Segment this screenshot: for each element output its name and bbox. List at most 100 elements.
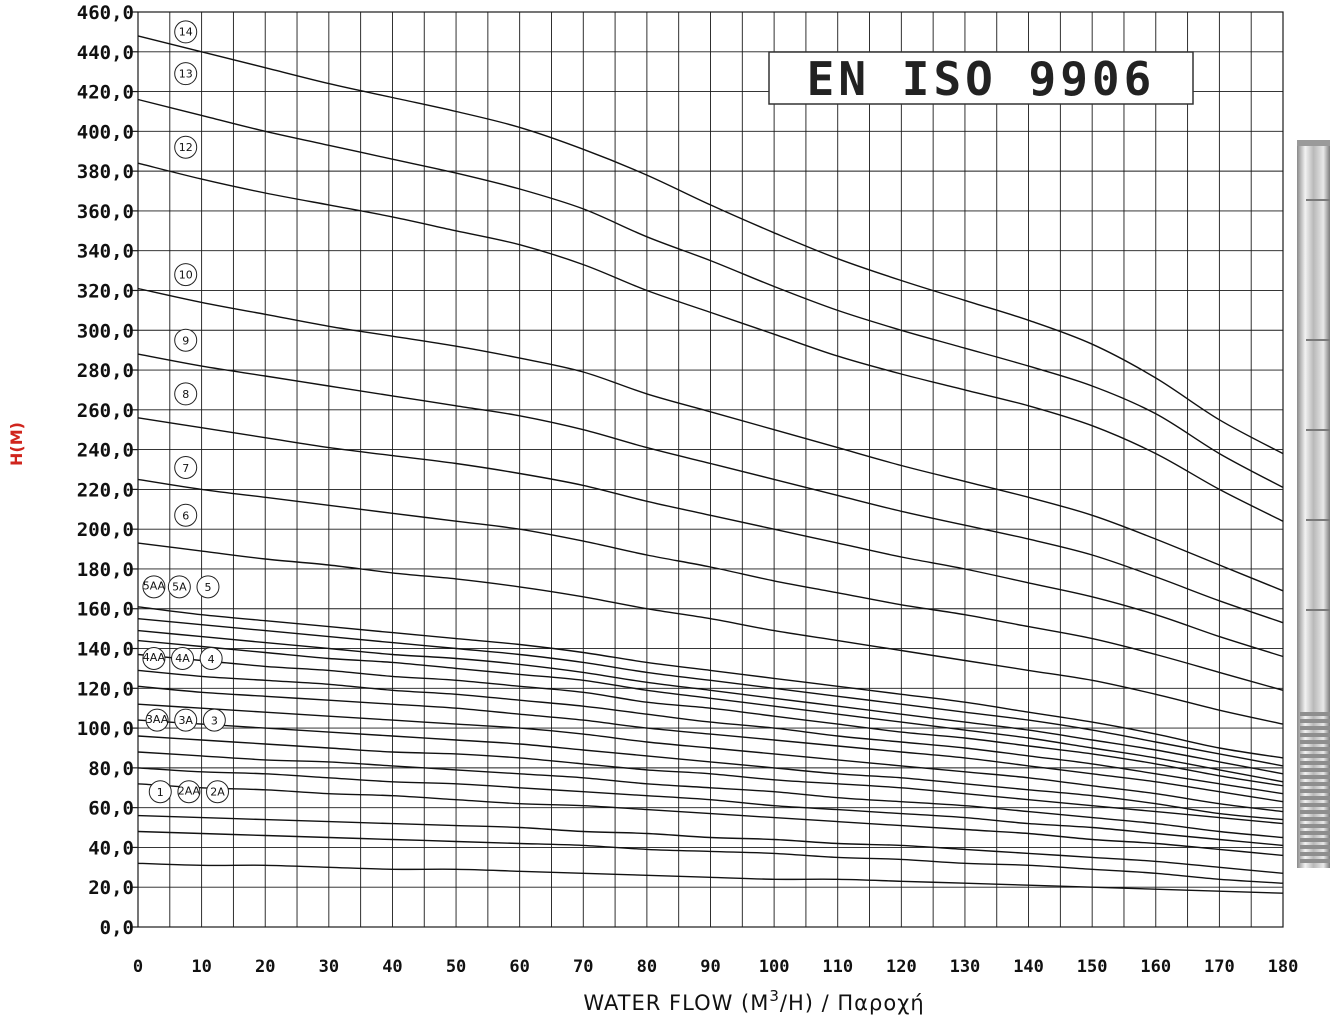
x-tick-label: 20	[255, 957, 275, 977]
pump-grille-slot	[1300, 768, 1330, 772]
y-tick-label: 20,0	[88, 877, 134, 899]
pump-grille-slot	[1300, 845, 1330, 849]
curve-label-circle	[171, 646, 195, 670]
curve-series-2a	[137, 735, 1284, 825]
curve-labels: 14 13 12 10 9 8 7 6 5AA 5A 5 4AA 4A 4 3AA 3A 3 1 2AA 2A	[142, 20, 230, 804]
curve-series-3a	[137, 703, 1284, 813]
y-tick-label: 260,0	[77, 400, 134, 422]
y-tick-label: 240,0	[77, 440, 134, 462]
pump-grille-slot	[1300, 754, 1330, 758]
y-tick-label: 420,0	[77, 82, 134, 104]
curve-series-9	[137, 353, 1284, 624]
curve-label-text: 5	[204, 581, 211, 594]
curve-label-5a: 5A	[167, 575, 191, 599]
pump-grille-slot	[1300, 782, 1330, 786]
curve-label-circle	[177, 780, 201, 804]
curve-label-circle	[174, 328, 198, 352]
y-tick-label: 140,0	[77, 639, 134, 661]
curve-label-circle	[167, 575, 191, 599]
x-tick-label: 180	[1268, 957, 1299, 977]
curve-series-10	[137, 287, 1284, 592]
curve-series-4aa	[137, 669, 1284, 795]
curve-label-circle	[174, 456, 198, 480]
curve-label-4a: 4A	[171, 646, 195, 670]
y-tick-label: 360,0	[77, 201, 134, 223]
y-tick-label: 320,0	[77, 280, 134, 302]
y-tick-label: 380,0	[77, 161, 134, 183]
x-tick-label: 10	[191, 957, 211, 977]
y-tick-label: 300,0	[77, 320, 134, 342]
curve-label-4: 4	[199, 646, 223, 670]
curve-label-text: 1	[157, 786, 164, 799]
pump-grille-slot	[1300, 761, 1330, 765]
pump-grille-slot	[1300, 859, 1330, 863]
curve-label-text: 8	[182, 388, 189, 401]
curve-label-text: 3	[211, 714, 218, 727]
curve-series-5a	[137, 618, 1284, 767]
curve-label-circle	[202, 708, 226, 732]
y-axis-label: H(M)	[7, 422, 26, 466]
curve-label-circle	[199, 646, 223, 670]
pump-grille-slot	[1300, 775, 1330, 779]
curve-series-4a	[137, 653, 1284, 787]
x-tick-label: 120	[886, 957, 917, 977]
curve-label-text: 4	[208, 653, 215, 666]
curve-label-12: 12	[174, 135, 198, 159]
pump-grille-slot	[1300, 719, 1330, 723]
curve-label-3aa: 3AA	[145, 708, 169, 732]
curve-label-5: 5	[196, 575, 220, 599]
curve-label-circle	[174, 503, 198, 527]
curve-label-text: 14	[179, 26, 193, 39]
pump-grille-slot	[1300, 824, 1330, 828]
x-tick-label: 110	[822, 957, 853, 977]
curve-series-5	[137, 606, 1284, 759]
x-tick-label: 60	[509, 957, 529, 977]
pump-grille-slot	[1300, 803, 1330, 807]
curve-label-text: 4AA	[143, 651, 166, 664]
x-tick-label: 0	[133, 957, 143, 977]
curve-label-text: 12	[179, 141, 193, 154]
curve-label-text: 3AA	[146, 713, 169, 726]
curve-series-3aa	[137, 719, 1284, 821]
y-tick-label: 280,0	[77, 360, 134, 382]
plot-frame	[137, 11, 1284, 928]
curve-series-unlabeled-20	[137, 783, 1284, 857]
curve-label-8: 8	[174, 382, 198, 406]
x-tick-labels: 0 10 20 30 40 50 60 70 80 90 100 110 120 130 140 150 160…	[133, 957, 1298, 977]
curve-label-5aa: 5AA	[142, 575, 166, 599]
standard-badge: EN ISO 9906	[768, 51, 1194, 106]
curve-label-circle	[206, 780, 230, 804]
curve-label-2aa: 2AA	[177, 780, 201, 804]
curve-series-13	[137, 98, 1284, 489]
curve-series-unlabeled-23	[137, 862, 1284, 894]
x-tick-label: 170	[1204, 957, 1235, 977]
curve-label-circle	[142, 575, 166, 599]
y-tick-label: 440,0	[77, 42, 134, 64]
x-tick-label: 90	[700, 957, 720, 977]
curve-series-2aa	[137, 751, 1284, 839]
curve-label-9: 9	[174, 328, 198, 352]
curve-label-2a: 2A	[206, 780, 230, 804]
curve-label-1: 1	[148, 780, 172, 804]
x-tick-label: 80	[637, 957, 657, 977]
curve-label-circle	[174, 20, 198, 44]
x-axis-label-sup: 3	[769, 987, 780, 1005]
y-tick-label: 120,0	[77, 678, 134, 700]
pump-grille-slot	[1300, 852, 1330, 856]
curve-label-circle	[174, 135, 198, 159]
curve-label-text: 6	[182, 510, 189, 523]
curve-label-circle	[174, 382, 198, 406]
y-tick-label: 100,0	[77, 718, 134, 740]
x-tick-label: 100	[759, 957, 790, 977]
curve-label-circle	[174, 708, 198, 732]
y-tick-label: 160,0	[77, 599, 134, 621]
x-axis-label-main: WATER FLOW (M	[583, 991, 769, 1015]
y-tick-label: 40,0	[88, 837, 134, 859]
curve-label-text: 9	[182, 335, 189, 348]
curve-series-4	[137, 639, 1284, 783]
curve-series-3	[137, 685, 1284, 803]
curve-series-7	[137, 478, 1284, 691]
pump-grille-slot	[1300, 831, 1330, 835]
x-axis-label: WATER FLOW (M3/H) / Παροχή	[583, 987, 924, 1015]
